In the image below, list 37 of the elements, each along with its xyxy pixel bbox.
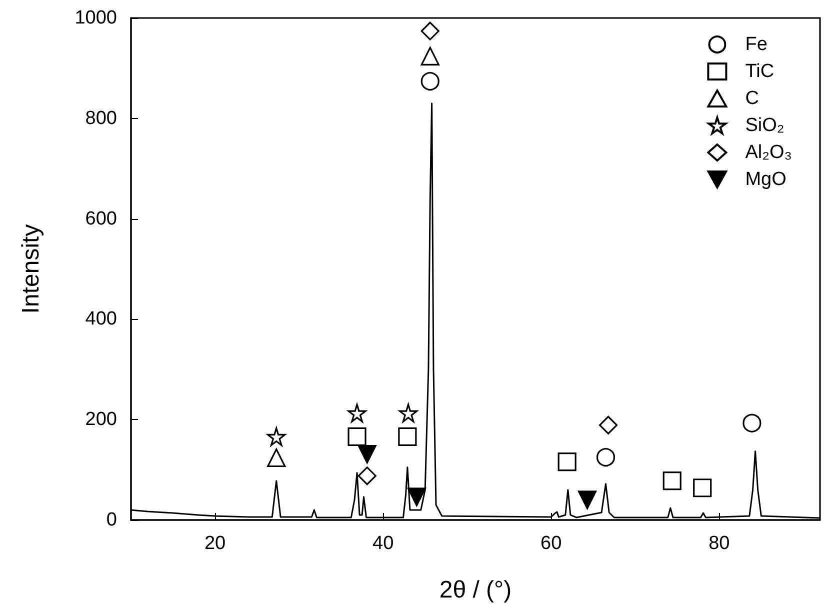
point	[348, 404, 366, 422]
point	[407, 488, 426, 506]
x-tick-label: 20	[204, 533, 226, 554]
point	[558, 452, 576, 472]
point	[267, 448, 286, 468]
legend-label: Fe	[745, 34, 768, 55]
x-axis-title: 2θ / (°)	[439, 576, 512, 604]
y-tick-label: 0	[106, 510, 117, 530]
point	[398, 404, 418, 422]
x-tick-label: 40	[372, 533, 394, 554]
x-tick-label: 80	[708, 533, 730, 554]
y-tick-label: 800	[85, 108, 117, 129]
y-tick-label: 1000	[74, 8, 117, 28]
legend-label: TiC	[745, 61, 774, 82]
point	[742, 414, 762, 432]
y-tick-label: 600	[85, 208, 117, 230]
point	[662, 472, 682, 490]
point	[420, 22, 440, 40]
point	[267, 427, 286, 446]
legend-label: SiO₂	[745, 115, 784, 136]
point	[348, 427, 366, 446]
legend-label: MgO	[745, 169, 786, 190]
point	[358, 466, 376, 486]
point	[578, 490, 597, 510]
legend-label: C	[745, 88, 759, 109]
point	[693, 478, 712, 498]
y-axis-title: Intensity	[18, 224, 44, 314]
y-tick-label: 200	[85, 409, 117, 430]
point	[598, 416, 618, 434]
point	[420, 72, 440, 91]
point	[358, 444, 376, 464]
point	[420, 46, 440, 66]
x-tick-label: 60	[540, 533, 562, 554]
y-tick-label: 400	[85, 308, 117, 330]
point	[596, 448, 616, 467]
point	[398, 427, 417, 446]
legend-label: Al₂O₃	[745, 142, 792, 163]
